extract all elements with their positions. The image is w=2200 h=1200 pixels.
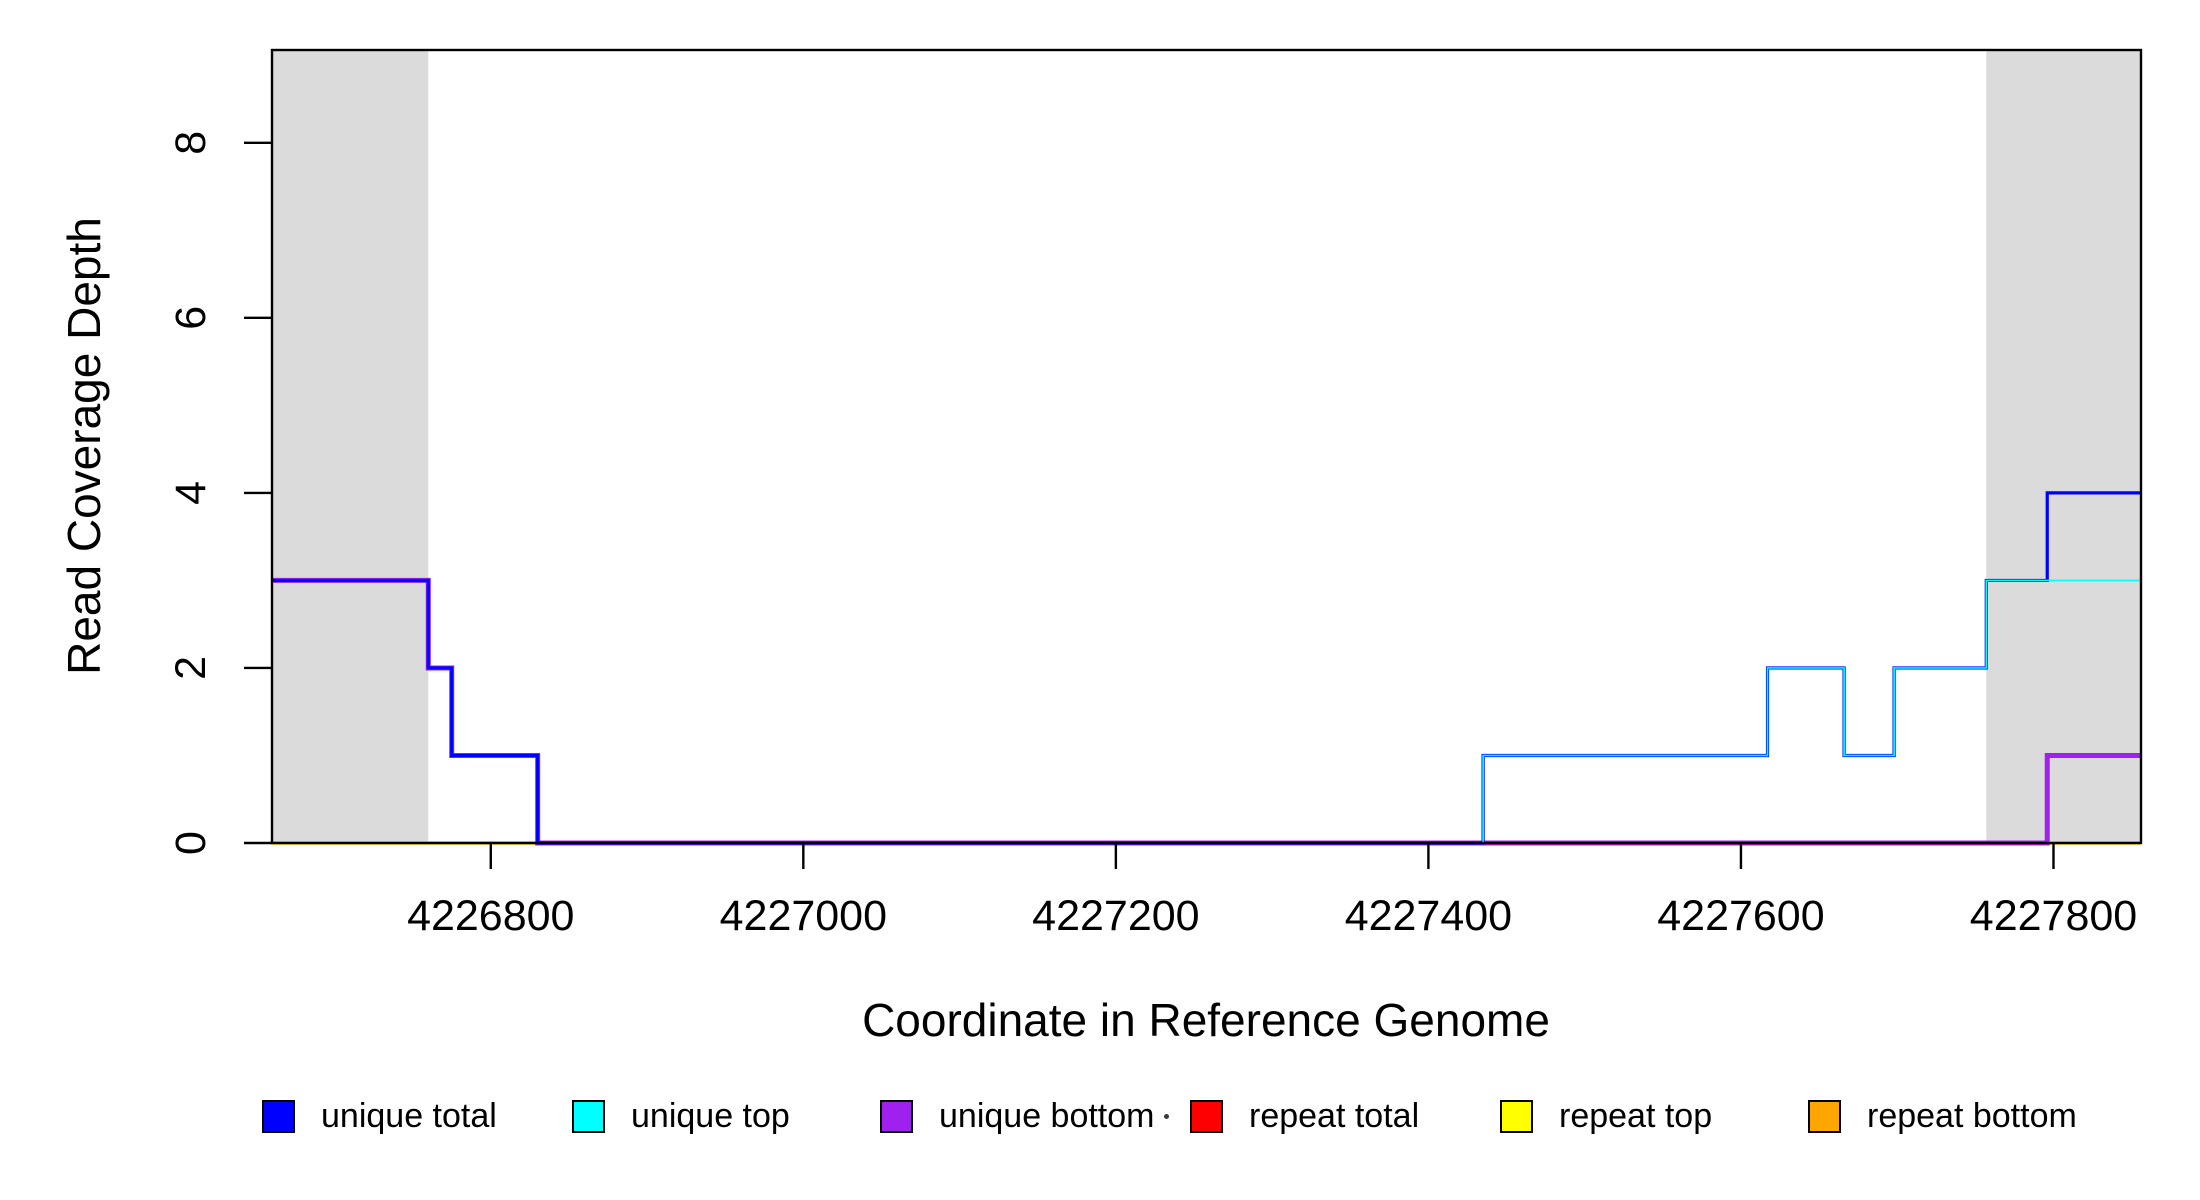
- legend-label: unique total: [321, 1096, 497, 1135]
- y-axis-title: Read Coverage Depth: [58, 217, 110, 675]
- y-tick-label: 8: [167, 131, 215, 155]
- legend-item-repeat-bottom: repeat bottom: [1808, 1096, 2077, 1136]
- stray-mark: [1164, 1114, 1169, 1119]
- plot-box: [270, 48, 2143, 845]
- x-tick-label: 4227400: [1345, 892, 1512, 940]
- legend-label: repeat total: [1249, 1096, 1420, 1135]
- x-tick-label: 4227800: [1970, 892, 2137, 940]
- x-axis-title: Coordinate in Reference Genome: [862, 994, 1550, 1046]
- legend-swatch: [262, 1099, 295, 1133]
- legend-swatch: [572, 1099, 605, 1133]
- y-tick-label: 4: [167, 481, 215, 505]
- legend-label: unique bottom: [939, 1096, 1155, 1135]
- series-unique-top: [272, 579, 2141, 844]
- masked-region: [1986, 50, 2141, 843]
- legend-swatch: [880, 1099, 913, 1133]
- y-tick-label: 2: [167, 656, 215, 680]
- legend-item-unique-total: unique total: [262, 1096, 497, 1136]
- y-tick-label: 0: [167, 831, 215, 855]
- legend-item-unique-top: unique top: [572, 1096, 790, 1136]
- legend-item-repeat-total: repeat total: [1190, 1096, 1419, 1136]
- x-tick-label: 4227000: [720, 892, 887, 940]
- legend-swatch: [1190, 1099, 1223, 1133]
- legend: unique total unique top unique bottom repea…: [0, 1096, 2200, 1140]
- legend-swatch: [1500, 1099, 1533, 1133]
- legend-item-repeat-top: repeat top: [1500, 1096, 1712, 1136]
- series-unique-bottom: [272, 577, 2141, 846]
- x-tick-label: 4227200: [1032, 892, 1199, 940]
- masked-region: [272, 50, 429, 843]
- legend-swatch: [1808, 1099, 1841, 1133]
- legend-label: repeat top: [1559, 1096, 1713, 1135]
- x-tick-label: 4226800: [407, 892, 574, 940]
- legend-item-unique-bottom: unique bottom: [880, 1096, 1155, 1136]
- legend-label: repeat bottom: [1867, 1096, 2077, 1135]
- series-unique-total: [272, 491, 2141, 845]
- x-tick-label: 4227600: [1657, 892, 1824, 940]
- legend-label: unique top: [631, 1096, 790, 1135]
- y-tick-label: 6: [167, 306, 215, 330]
